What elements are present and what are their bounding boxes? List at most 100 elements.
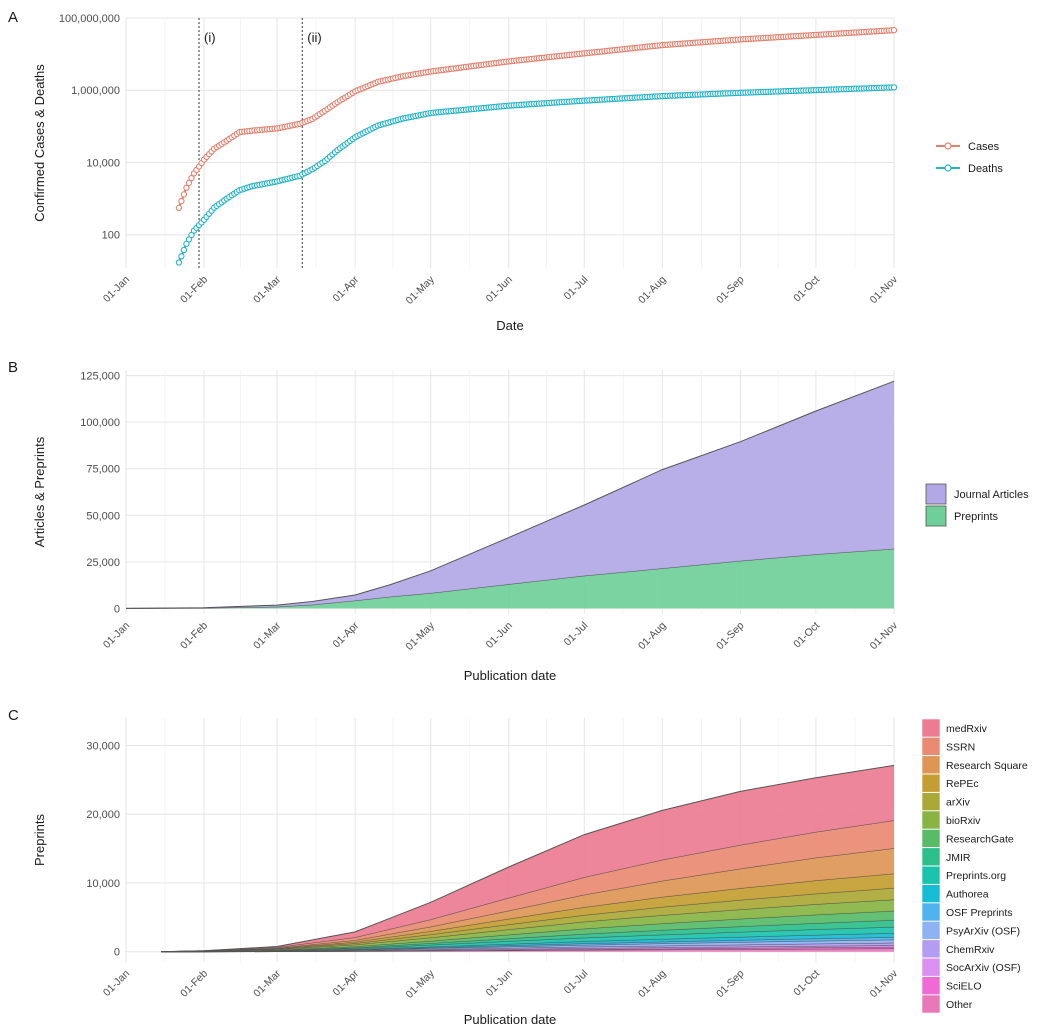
- x-tick-label: 01-Aug: [636, 274, 669, 307]
- x-tick-label: 01-Oct: [791, 274, 822, 305]
- data-point: [180, 246, 188, 254]
- annotation-label: (ii): [307, 30, 321, 45]
- area-arxiv: [161, 888, 895, 952]
- area-outline: [125, 380, 895, 609]
- x-tick-label: 01-Mar: [251, 273, 283, 305]
- x-tick-label: 01-Feb: [178, 620, 210, 652]
- legend-label: Research Square: [946, 760, 1028, 772]
- legend: Journal Articles Preprints: [925, 483, 1029, 527]
- panel-label: B: [8, 359, 18, 376]
- data-point: [175, 259, 183, 266]
- x-tick-label: 01-May: [404, 273, 438, 307]
- data-point: [183, 184, 190, 191]
- legend-swatch: [921, 847, 941, 867]
- x-axis-title: Publication date: [464, 668, 557, 683]
- legend-swatch: [921, 737, 941, 756]
- area-journal-articles: [126, 381, 894, 609]
- y-tick-label: 100: [102, 230, 120, 242]
- y-tick-label: 25,000: [86, 557, 120, 569]
- x-axis-title: Publication date: [464, 1012, 557, 1027]
- legend-swatch: [921, 884, 941, 903]
- panel-label: A: [8, 9, 18, 26]
- legend-label: Deaths: [968, 163, 1003, 175]
- data-point: [890, 84, 898, 91]
- y-axis-title: Preprints: [32, 813, 47, 866]
- area-biorxiv: [161, 899, 895, 952]
- panel-B: B 01-Jan 01-Feb 01-Mar 01-Apr 01-May 01-Jun 01-…: [8, 359, 1029, 683]
- data-point: [178, 197, 185, 205]
- legend-swatch: [921, 829, 941, 848]
- panel-A: A 01-Jan 01-Feb 01-Mar 01-Apr 01-May 01-Jun 01-…: [8, 9, 1003, 333]
- y-tick-label: 0: [114, 947, 120, 959]
- x-tick-label: 01-Feb: [178, 274, 210, 306]
- series-markers-deaths: [175, 84, 898, 266]
- x-tick-label: 01-Jun: [484, 968, 515, 999]
- data-point: [180, 191, 188, 198]
- x-tick-label: 01-Jan: [101, 620, 132, 651]
- legend-label: SocArXiv (OSF): [946, 962, 1021, 974]
- legend-key-marker: [944, 142, 952, 150]
- x-tick-label: 01-Aug: [636, 968, 669, 1001]
- legend-swatch: [921, 994, 941, 1014]
- y-tick-label: 125,000: [80, 371, 120, 383]
- legend-label: ChemRxiv: [946, 944, 995, 956]
- area-preprints: [126, 548, 894, 609]
- legend-key-marker: [944, 164, 952, 172]
- x-tick-label: 01-Jun: [484, 620, 515, 651]
- x-tick-label: 01-Apr: [330, 967, 361, 998]
- legend-label: Authorea: [946, 889, 989, 901]
- y-tick-label: 1,000,000: [71, 85, 120, 97]
- area-other: [161, 948, 895, 952]
- legend: medRxiv SSRN Research Square RePEc arXiv bioR…: [921, 718, 1028, 1014]
- y-tick-label: 30,000: [86, 740, 120, 752]
- x-tick-label: 01-Sep: [714, 274, 747, 307]
- x-tick-label: 01-Jul: [562, 968, 591, 997]
- y-tick-label: 50,000: [86, 510, 120, 522]
- legend-swatch: [921, 865, 941, 885]
- area-ssrn: [161, 820, 895, 952]
- legend-swatch: [925, 483, 947, 505]
- data-point: [188, 175, 195, 182]
- x-tick-label: 01-Jan: [101, 968, 132, 999]
- x-tick-label: 01-Apr: [330, 619, 361, 650]
- legend-swatch: [921, 718, 941, 738]
- annotation-label: (i): [204, 30, 216, 45]
- x-axis-title: Date: [496, 318, 523, 333]
- series-markers-cases: [175, 27, 898, 212]
- y-tick-label: 20,000: [86, 809, 120, 821]
- x-tick-label: 01-Jul: [562, 620, 591, 649]
- panel-label: C: [8, 707, 19, 724]
- plot-background: [126, 18, 894, 268]
- x-tick-label: 01-Nov: [868, 619, 901, 652]
- legend-swatch: [921, 939, 941, 959]
- x-tick-label: 01-May: [404, 619, 438, 653]
- legend: Cases Deaths: [936, 141, 1003, 175]
- x-tick-label: 01-Jun: [484, 274, 515, 305]
- area-repec: [161, 873, 895, 952]
- legend-swatch: [921, 957, 941, 977]
- y-tick-label: 10,000: [86, 878, 120, 890]
- legend-label: Other: [946, 999, 973, 1011]
- legend-label: SciELO: [946, 981, 982, 993]
- legend-label: Preprints.org: [946, 870, 1006, 882]
- y-tick-label: 100,000,000: [59, 13, 120, 25]
- y-tick-label: 10,000: [86, 157, 120, 169]
- legend-swatch: [921, 810, 941, 830]
- data-point: [185, 179, 193, 187]
- x-tick-label: 01-Sep: [714, 620, 747, 653]
- legend-label: Preprints: [954, 511, 999, 523]
- panel-C: C 01-Jan 01-Feb 01-Mar 01-Apr 01-May 01-Jun 01-…: [8, 707, 1028, 1027]
- legend-swatch: [921, 921, 941, 940]
- legend-label: OSF Preprints: [946, 907, 1013, 919]
- x-tick-label: 01-Aug: [636, 620, 669, 653]
- legend-label: JMIR: [946, 852, 971, 864]
- x-tick-label: 01-Nov: [868, 967, 901, 1000]
- x-tick-label: 01-Oct: [791, 968, 822, 999]
- legend-label: ResearchGate: [946, 833, 1014, 845]
- data-point: [178, 253, 185, 260]
- x-tick-label: 01-May: [404, 967, 438, 1001]
- x-tick-label: 01-Apr: [330, 273, 361, 304]
- y-tick-label: 100,000: [80, 417, 120, 429]
- y-axis-title: Articles & Preprints: [32, 436, 47, 547]
- data-point: [890, 27, 898, 34]
